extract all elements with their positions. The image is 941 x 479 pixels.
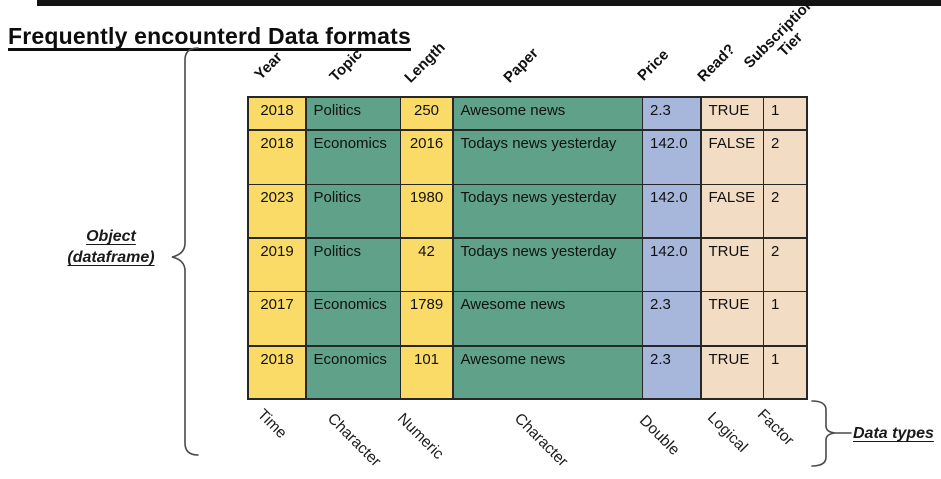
cell-r6-length: 101: [401, 346, 452, 398]
cell-r6-year: 2018: [249, 346, 305, 398]
cell-r2-subscription-tier: 2: [764, 130, 806, 184]
column-type-5-logical: Logical: [703, 409, 751, 456]
column-header-topic: Topic: [326, 45, 366, 86]
cell-r2-paper: Todays news yesterday: [453, 130, 642, 184]
cell-r6-read: TRUE: [701, 346, 763, 398]
cell-r1-year: 2018: [249, 98, 305, 129]
cell-r1-price: 2.3: [643, 98, 700, 129]
cell-r4-topic: Politics: [306, 238, 400, 291]
cell-r2-year: 2018: [249, 130, 305, 184]
cell-r3-subscription-tier: 2: [764, 185, 806, 237]
cell-r1-length: 250: [401, 98, 452, 129]
cell-r4-paper: Todays news yesterday: [453, 238, 642, 291]
cell-r4-year: 2019: [249, 238, 305, 291]
object-dataframe-label: Object (dataframe): [48, 226, 174, 268]
cell-r3-year: 2023: [249, 185, 305, 237]
cell-r6-topic: Economics: [306, 346, 400, 398]
column-type-1-character: Character: [323, 410, 385, 471]
cell-r2-topic: Economics: [306, 130, 400, 184]
object-label-line2: (dataframe): [67, 249, 155, 266]
data-types-brace: [811, 400, 852, 467]
cell-r5-length: 1789: [401, 292, 452, 345]
object-label-line1: Object: [86, 228, 136, 245]
cell-r4-length: 42: [401, 238, 452, 291]
cell-r6-price: 2.3: [643, 346, 700, 398]
column-type-0-time: Time: [253, 406, 290, 442]
cell-r3-length: 1980: [401, 185, 452, 237]
column-header-subscription-tier: Subscription Tier: [740, 0, 818, 72]
cell-r2-read: FALSE: [701, 130, 763, 184]
column-header-paper: Paper: [500, 44, 542, 87]
cell-r3-topic: Politics: [306, 185, 400, 237]
cell-r5-paper: Awesome news: [453, 292, 642, 345]
data-types-label: Data types: [853, 425, 934, 442]
dataframe-table: 2018 Politics 250 Awesome news 2.3 TRUE 1 2018 E…: [247, 96, 808, 400]
cell-r2-length: 2016: [401, 130, 452, 184]
cell-r3-paper: Todays news yesterday: [453, 185, 642, 237]
column-header-read: Read?: [694, 40, 739, 86]
column-header-price: Price: [634, 46, 673, 85]
page-title: Frequently encounterd Data formats: [8, 23, 411, 50]
cell-r3-price: 142.0: [643, 185, 700, 237]
cell-r1-paper: Awesome news: [453, 98, 642, 129]
cell-r5-read: TRUE: [701, 292, 763, 345]
cell-r5-price: 2.3: [643, 292, 700, 345]
cell-r1-topic: Politics: [306, 98, 400, 129]
cell-r4-subscription-tier: 2: [764, 238, 806, 291]
top-edge-bar: [37, 0, 941, 6]
cell-r2-price: 142.0: [643, 130, 700, 184]
cell-r5-subscription-tier: 1: [764, 292, 806, 345]
cell-r6-subscription-tier: 1: [764, 346, 806, 398]
cell-r4-price: 142.0: [643, 238, 700, 291]
cell-r1-subscription-tier: 1: [764, 98, 806, 129]
object-brace: [171, 47, 199, 456]
cell-r5-topic: Economics: [306, 292, 400, 345]
cell-r4-read: TRUE: [701, 238, 763, 291]
column-header-year: Year: [251, 48, 286, 84]
cell-r6-paper: Awesome news: [453, 346, 642, 398]
column-type-4-double: Double: [635, 412, 683, 459]
column-type-2-numeric: Numeric: [393, 410, 447, 463]
column-type-3-character: Character: [510, 410, 572, 471]
column-type-6-factor: Factor: [753, 406, 798, 450]
cell-r1-read: TRUE: [701, 98, 763, 129]
cell-r5-year: 2017: [249, 292, 305, 345]
cell-r3-read: FALSE: [701, 185, 763, 237]
